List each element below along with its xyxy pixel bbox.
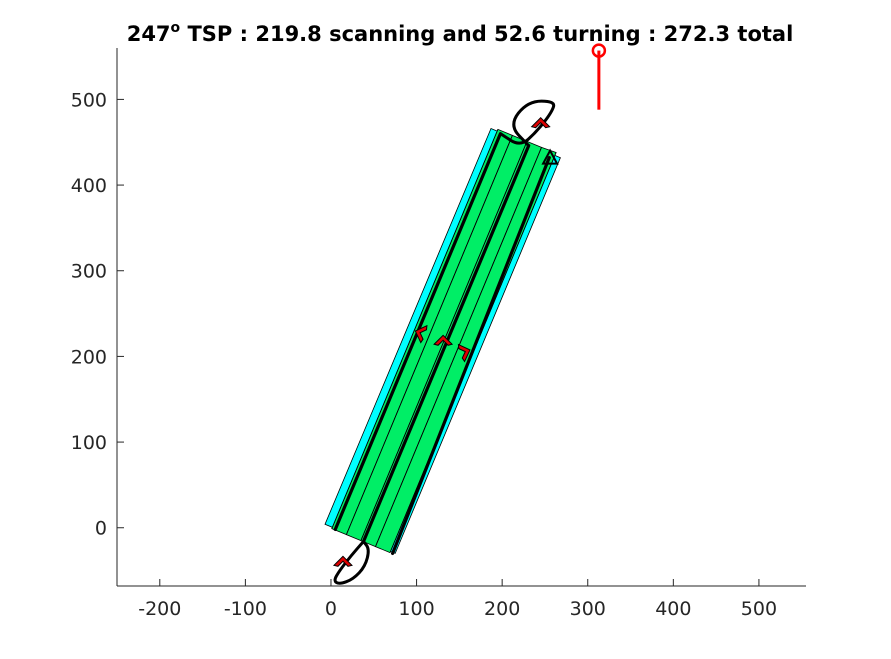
- y-tick-label: 200: [71, 346, 107, 368]
- x-tick-label: -200: [138, 598, 181, 620]
- x-tick-label: 0: [325, 598, 337, 620]
- x-tick-label: 200: [484, 598, 520, 620]
- title-degree: o: [171, 20, 181, 36]
- chart-title: 247o TSP : 219.8 scanning and 52.6 turni…: [127, 20, 794, 46]
- x-tick-label: 500: [741, 598, 777, 620]
- x-tick-label: 300: [570, 598, 606, 620]
- y-tick-label: 400: [71, 175, 107, 197]
- title-heading: 247: [127, 22, 171, 46]
- plot-area: [325, 45, 605, 584]
- y-tick-label: 100: [71, 432, 107, 454]
- title-rest: TSP : 219.8 scanning and 52.6 turning : …: [180, 22, 793, 46]
- x-tick-label: -100: [224, 598, 267, 620]
- x-ticks: -200 -100 0 100 200 300 400 500: [138, 579, 777, 620]
- y-tick-label: 0: [95, 518, 107, 540]
- x-tick-label: 400: [655, 598, 691, 620]
- y-tick-label: 300: [71, 261, 107, 283]
- y-ticks: 0 100 200 300 400 500: [71, 89, 124, 539]
- x-tick-label: 100: [398, 598, 434, 620]
- coverage-strip: [346, 135, 527, 540]
- strip-edge-line: [346, 135, 512, 534]
- y-tick-label: 500: [71, 89, 107, 111]
